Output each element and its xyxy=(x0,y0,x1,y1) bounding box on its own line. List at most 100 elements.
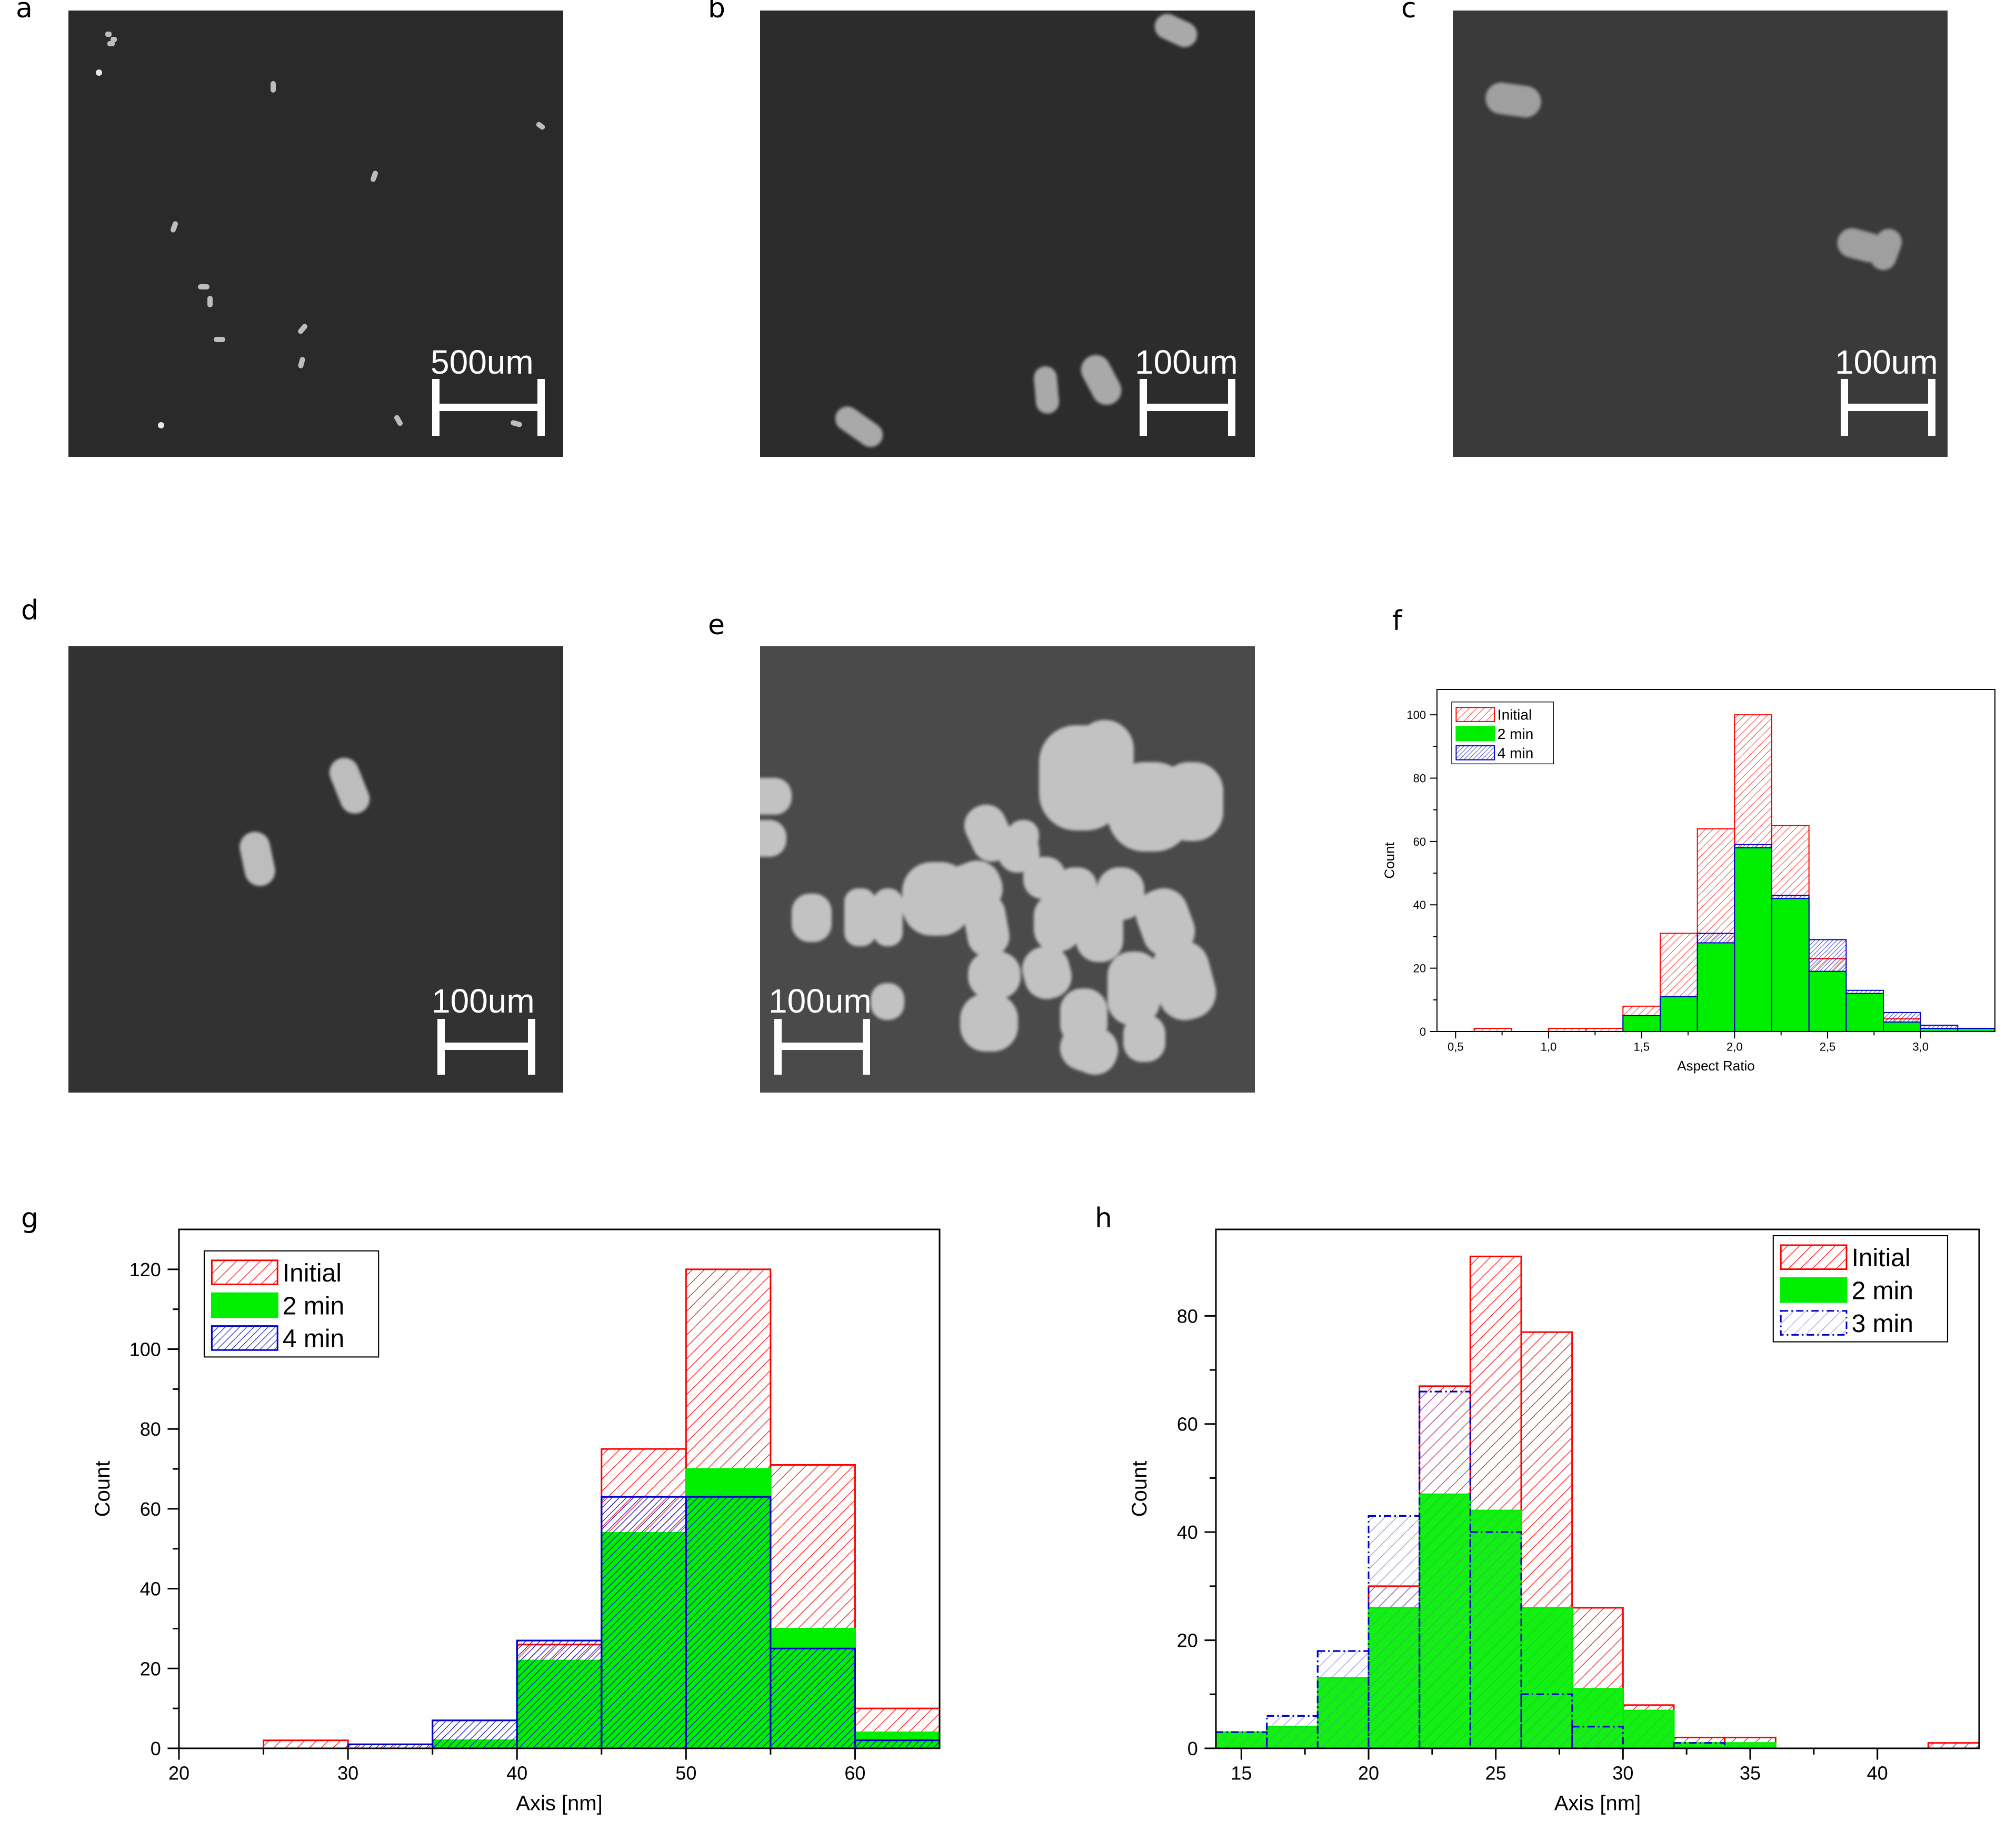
legend-label: Initial xyxy=(283,1259,342,1287)
y-tick-label: 20 xyxy=(1413,962,1426,975)
x-tick-label: 1,0 xyxy=(1541,1040,1557,1053)
legend-label: 4 min xyxy=(1498,745,1533,761)
bar-outline-7 xyxy=(1771,898,1810,1032)
bar-2-min-8 xyxy=(1808,970,1847,1032)
legend-label: 3 min xyxy=(1852,1310,1913,1338)
scale-label-a: 500um xyxy=(431,343,534,381)
bar-outline-12 xyxy=(1957,1027,1995,1032)
bar-3-min-overlay-2 xyxy=(1316,1650,1370,1748)
x-tick-label: 40 xyxy=(1867,1762,1888,1784)
bar-4-min-overlay-2 xyxy=(432,1719,518,1748)
panel-letter-f: f xyxy=(1392,605,1402,637)
legend-swatch-4-min xyxy=(211,1325,278,1351)
sem-image-a: 500um xyxy=(68,11,563,457)
plot-frame xyxy=(1215,1228,1980,1749)
bar-4-min-overlay-6 xyxy=(770,1647,856,1748)
panel-letter-g: g xyxy=(21,1203,39,1234)
y-tick-label: 0 xyxy=(1420,1025,1426,1038)
panel-letter-a: a xyxy=(16,0,33,24)
y-tick-label: 120 xyxy=(129,1259,161,1280)
x-tick-label: 20 xyxy=(1358,1762,1379,1784)
x-tick-label: 2,0 xyxy=(1726,1040,1743,1053)
y-tick-label: 20 xyxy=(140,1658,161,1679)
y-tick-label: 0 xyxy=(151,1738,161,1759)
bar-initial-11 xyxy=(1927,1742,1979,1748)
histogram-h-svg: 15 20 25 30 35 40 0 20 40 60 80 Axis [nm] Count Initi… xyxy=(1128,1228,1980,1815)
bar-2-min-6 xyxy=(1734,847,1772,1032)
legend-swatch-2-min xyxy=(1455,726,1495,742)
x-tick-label: 0,5 xyxy=(1448,1040,1464,1053)
bar-3-min-overlay-9 xyxy=(1673,1742,1726,1748)
legend: Initial 2 min 3 min xyxy=(1772,1235,1949,1343)
bar-4-min-overlay-5 xyxy=(685,1496,772,1748)
bar-2-min-3 xyxy=(1622,1015,1661,1032)
plot-frame xyxy=(178,1228,941,1749)
legend-swatch-initial xyxy=(1780,1244,1848,1270)
y-tick-label: 40 xyxy=(140,1578,161,1600)
legend-label: Initial xyxy=(1498,707,1532,723)
bar-2-min-10 xyxy=(1724,1742,1777,1748)
x-tick-label: 35 xyxy=(1740,1762,1761,1784)
legend: Initial 2 min 4 min xyxy=(1451,702,1554,765)
x-tick-label: 30 xyxy=(337,1762,358,1784)
bar-outline-10 xyxy=(1883,1021,1921,1032)
y-tick-label: 100 xyxy=(129,1338,161,1360)
x-tick-label: 60 xyxy=(844,1762,865,1784)
panel-letter-d: d xyxy=(21,595,39,626)
bar-initial-0 xyxy=(1473,1027,1512,1032)
bar-3-min-overlay-0 xyxy=(1216,1731,1268,1748)
scale-label-d: 100um xyxy=(432,982,535,1020)
x-tick-label: 3,0 xyxy=(1912,1040,1929,1053)
x-axis-label: Axis [nm] xyxy=(1554,1791,1641,1815)
legend-swatch-3-min xyxy=(1780,1310,1848,1336)
bar-2-min-5 xyxy=(1696,942,1735,1032)
bar-4-min-overlay-3 xyxy=(516,1639,603,1748)
bar-3-min-overlay-4 xyxy=(1419,1390,1471,1748)
bar-3-min-overlay-1 xyxy=(1266,1715,1319,1748)
histogram-g: 20 30 40 50 60 0 20 40 60 80 100 120 Axis [nm] Count I… xyxy=(74,1221,969,1826)
y-tick-label: 0 xyxy=(1187,1738,1198,1759)
y-tick-label: 20 xyxy=(1177,1630,1198,1651)
panel-letter-b: b xyxy=(708,0,726,24)
bar-3-min-overlay-3 xyxy=(1368,1515,1421,1748)
scale-label-b: 100um xyxy=(1135,343,1238,381)
scale-label-c: 100um xyxy=(1835,343,1938,381)
x-tick-label: 25 xyxy=(1485,1762,1506,1784)
bar-2-min-7 xyxy=(1771,898,1810,1032)
legend-label: 2 min xyxy=(1852,1277,1913,1305)
y-tick-label: 100 xyxy=(1406,708,1426,722)
histogram-f-svg: 0,5 1,0 1,5 2,0 2,5 3,0 0 20 40 60 80 100 Aspect Rat… xyxy=(1381,689,1995,1074)
bar-4-min-overlay-4 xyxy=(601,1496,687,1748)
histogram-h: 15 20 25 30 35 40 0 20 40 60 80 Axis [nm] Count Initi… xyxy=(1121,1221,2011,1826)
legend-label: 2 min xyxy=(1498,726,1533,742)
bar-3-min-overlay-7 xyxy=(1571,1726,1624,1748)
plot-frame xyxy=(1436,689,1995,1032)
bar-2-min-4 xyxy=(1660,996,1698,1032)
sem-image-b: 100um xyxy=(760,11,1255,457)
y-tick-label: 60 xyxy=(1413,835,1426,848)
bar-2-min-9 xyxy=(1845,993,1884,1032)
y-axis-label: Count xyxy=(91,1461,114,1517)
legend-swatch-initial xyxy=(211,1259,278,1285)
legend-swatch-2-min xyxy=(1780,1277,1848,1303)
x-axis-label: Aspect Ratio xyxy=(1677,1058,1754,1074)
bar-2-min-8 xyxy=(1622,1709,1675,1748)
bar-3-min-overlay-5 xyxy=(1469,1531,1522,1748)
y-tick-label: 60 xyxy=(1177,1414,1198,1435)
x-tick-label: 1,5 xyxy=(1633,1040,1650,1053)
legend: Initial 2 min 4 min xyxy=(203,1250,380,1358)
bar-2-min-10 xyxy=(1883,1021,1921,1032)
panel-letter-c: c xyxy=(1401,0,1416,24)
bar-4-min-overlay-7 xyxy=(854,1739,940,1748)
legend-swatch-2-min xyxy=(211,1292,278,1318)
x-tick-label: 50 xyxy=(675,1762,696,1784)
panel-letter-h: h xyxy=(1095,1203,1112,1234)
y-tick-label: 80 xyxy=(140,1418,161,1440)
legend-swatch-4-min xyxy=(1455,745,1495,760)
y-tick-label: 60 xyxy=(140,1498,161,1520)
histogram-g-svg: 20 30 40 50 60 0 20 40 60 80 100 120 Axis [nm] Count I… xyxy=(91,1228,941,1815)
histogram-f: 0,5 1,0 1,5 2,0 2,5 3,0 0 20 40 60 80 100 Aspect Rat… xyxy=(1379,679,2000,1089)
y-axis-label: Count xyxy=(1381,842,1397,879)
bar-initial-0 xyxy=(263,1739,349,1748)
x-tick-label: 2,5 xyxy=(1820,1040,1836,1053)
